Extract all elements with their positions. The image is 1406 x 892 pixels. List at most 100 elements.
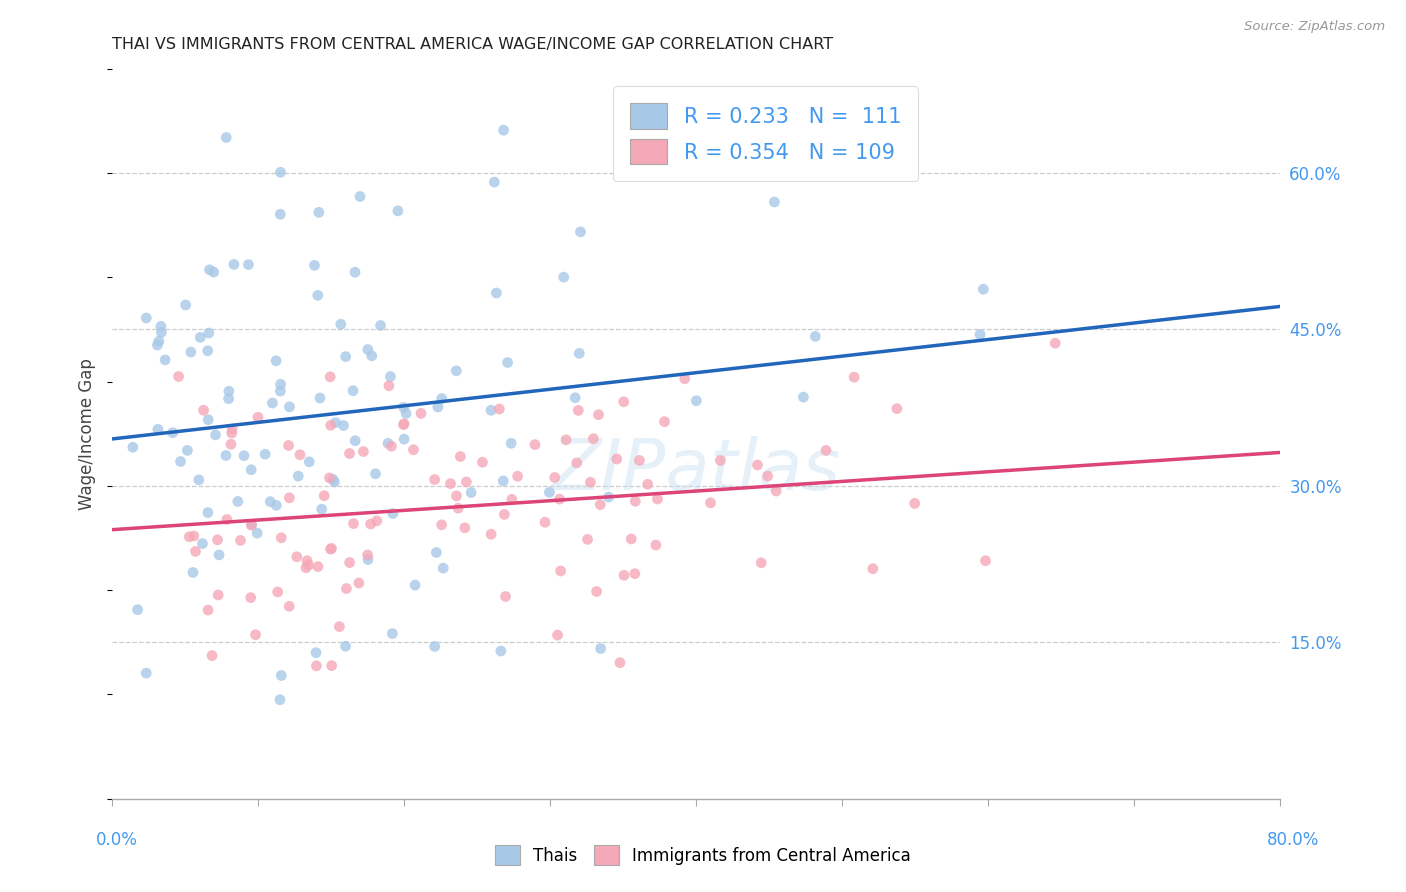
Point (555, 433, 578, 447)
Point (613, 568, 636, 582)
Point (135, 311, 157, 326)
Point (1045, 336, 1067, 351)
Point (187, 473, 209, 487)
Point (506, 469, 529, 483)
Point (204, 428, 226, 442)
Point (208, 548, 231, 562)
Point (380, 439, 402, 453)
Point (146, 422, 169, 436)
Point (135, 666, 157, 681)
Point (589, 641, 612, 656)
Point (654, 415, 676, 429)
Point (576, 533, 599, 547)
Point (226, 494, 249, 508)
Point (492, 123, 515, 137)
Point (339, 446, 361, 460)
Point (620, 532, 643, 546)
Point (647, 491, 669, 506)
Point (564, 391, 586, 405)
Point (488, 402, 510, 417)
Point (495, 590, 517, 604)
Point (150, 326, 173, 340)
Point (339, 556, 361, 570)
Point (479, 527, 502, 541)
Point (392, 401, 415, 415)
Point (278, 599, 301, 614)
Point (756, 469, 779, 483)
Point (344, 434, 367, 448)
Point (328, 619, 350, 633)
Point (342, 516, 364, 531)
Point (381, 626, 404, 640)
Point (254, 447, 277, 461)
Point (297, 558, 319, 572)
Point (489, 644, 512, 658)
Point (628, 453, 651, 467)
Point (567, 403, 589, 417)
Point (814, 443, 837, 458)
Point (311, 502, 333, 516)
Point (402, 442, 425, 457)
Point (380, 369, 402, 384)
Point (364, 467, 387, 481)
Point (305, 658, 328, 673)
Point (763, 195, 786, 210)
Point (342, 384, 364, 398)
Point (579, 475, 602, 490)
Point (229, 533, 252, 548)
Point (197, 413, 219, 427)
Point (121, 440, 143, 454)
Point (319, 369, 342, 384)
Point (270, 531, 292, 545)
Point (179, 530, 201, 544)
Point (207, 533, 229, 547)
Point (432, 561, 454, 575)
Point (240, 463, 263, 477)
Point (262, 396, 284, 410)
Point (184, 544, 207, 558)
Point (352, 444, 374, 458)
Point (485, 285, 508, 300)
Point (360, 516, 382, 531)
Point (547, 628, 569, 642)
Point (613, 394, 636, 409)
Point (426, 400, 449, 414)
Point (972, 282, 994, 296)
Point (356, 548, 378, 562)
Point (804, 329, 827, 343)
Point (270, 668, 292, 682)
Point (169, 454, 191, 468)
Point (322, 472, 344, 486)
Point (207, 588, 229, 602)
Point (357, 343, 380, 357)
Point (153, 352, 176, 367)
Point (245, 628, 267, 642)
Point (127, 602, 149, 616)
Point (765, 483, 787, 498)
Point (193, 403, 215, 417)
Point (423, 640, 446, 654)
Point (180, 345, 202, 359)
Point (305, 646, 328, 660)
Point (183, 529, 205, 543)
Point (430, 392, 453, 406)
Point (598, 490, 620, 504)
Point (191, 536, 214, 550)
Point (409, 406, 432, 420)
Point (176, 443, 198, 458)
Point (492, 474, 515, 488)
Point (197, 343, 219, 358)
Point (318, 471, 340, 485)
Point (287, 469, 309, 483)
Point (792, 390, 814, 404)
Point (471, 455, 494, 469)
Point (295, 560, 318, 574)
Point (215, 512, 238, 526)
Point (240, 518, 263, 533)
Point (609, 656, 631, 670)
Text: Source: ZipAtlas.com: Source: ZipAtlas.com (1244, 20, 1385, 33)
Point (240, 517, 263, 532)
Point (188, 330, 211, 344)
Point (321, 658, 343, 673)
Point (404, 578, 426, 592)
